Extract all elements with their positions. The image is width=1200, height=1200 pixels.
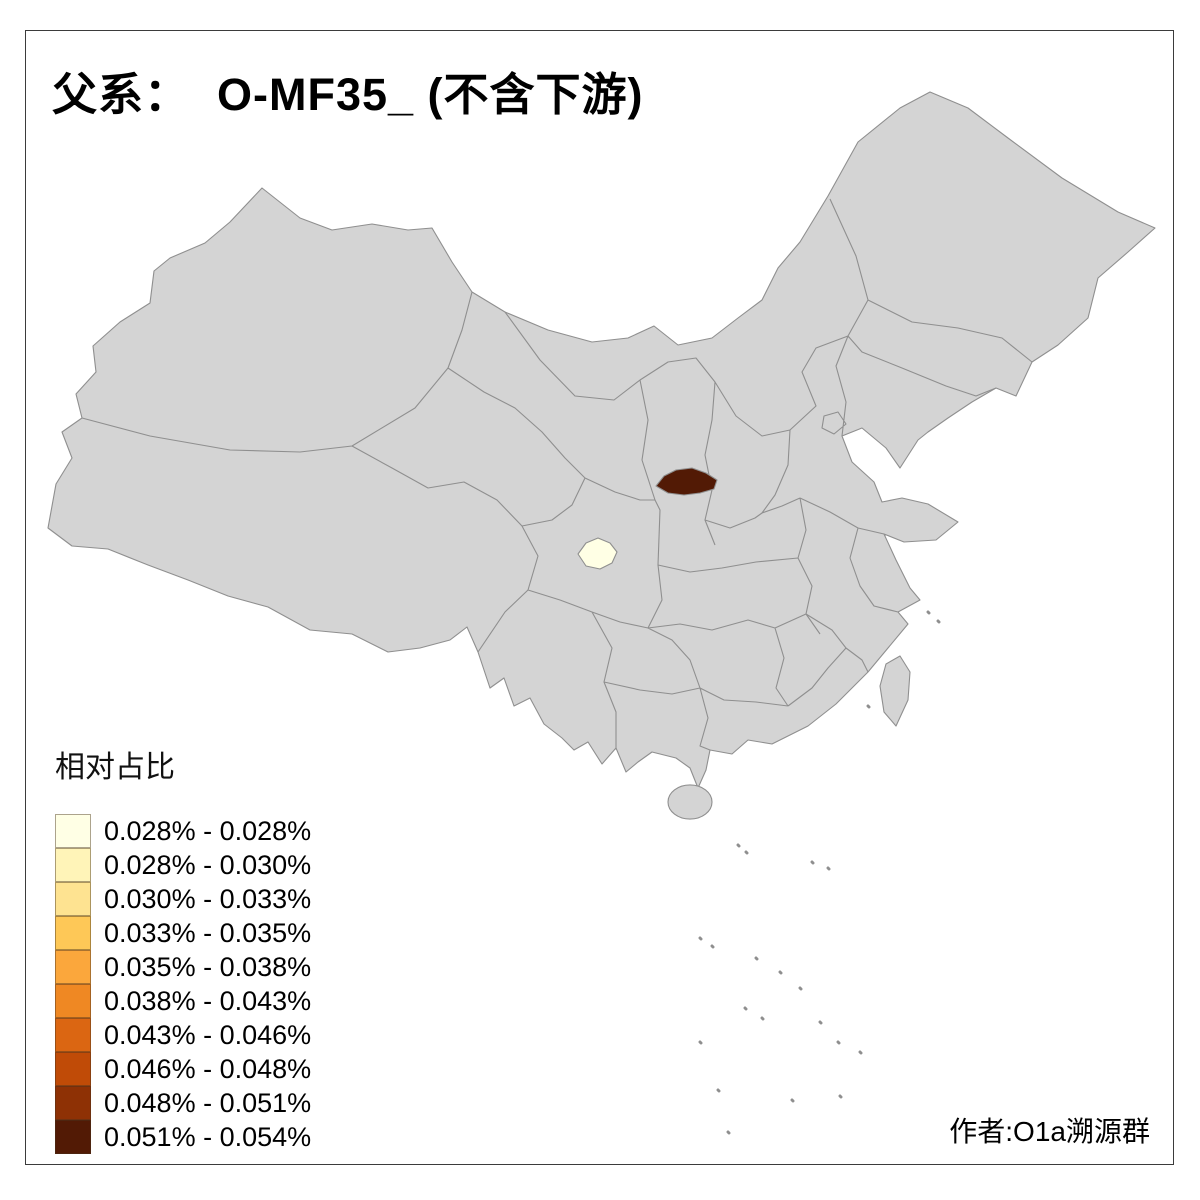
legend-label: 0.038% - 0.043% — [104, 985, 312, 1016]
legend: 相对占比 0.028% - 0.028% 0.028% - 0.030% 0.0… — [55, 742, 311, 1154]
legend-label: 0.048% - 0.051% — [104, 1087, 312, 1118]
legend-row: 0.051% - 0.054% — [55, 1120, 311, 1154]
legend-row: 0.046% - 0.048% — [55, 1052, 311, 1086]
legend-swatch — [55, 882, 91, 916]
legend-swatch — [55, 1018, 91, 1052]
taiwan-island — [879, 655, 911, 727]
legend-row: 0.030% - 0.033% — [55, 882, 311, 916]
legend-row: 0.033% - 0.035% — [55, 916, 311, 950]
author-credit: 作者:O1a溯源群 — [949, 1116, 1150, 1147]
legend-label: 0.046% - 0.048% — [104, 1053, 312, 1084]
page-title: 父系： O-MF35_ (不含下游) — [52, 69, 644, 120]
legend-row: 0.028% - 0.028% — [55, 814, 311, 848]
hainan-island — [667, 784, 713, 820]
legend-swatch — [55, 950, 91, 984]
legend-row: 0.043% - 0.046% — [55, 1018, 311, 1052]
mainland-outline — [47, 91, 1156, 789]
legend-swatch — [55, 848, 91, 882]
legend-label: 0.043% - 0.046% — [104, 1019, 312, 1050]
legend-swatch — [55, 1086, 91, 1120]
legend-label: 0.028% - 0.028% — [104, 815, 312, 846]
legend-label: 0.035% - 0.038% — [104, 951, 312, 982]
legend-row: 0.035% - 0.038% — [55, 950, 311, 984]
region-lowest-share — [577, 537, 618, 570]
legend-swatch — [55, 1120, 91, 1154]
legend-row: 0.028% - 0.030% — [55, 848, 311, 882]
legend-label: 0.051% - 0.054% — [104, 1121, 312, 1152]
legend-title: 相对占比 — [55, 751, 175, 784]
province-borders — [81, 198, 1033, 751]
legend-swatch — [55, 1052, 91, 1086]
small-islands-dots — [698, 610, 941, 1135]
legend-label: 0.033% - 0.035% — [104, 917, 312, 948]
legend-swatch — [55, 916, 91, 950]
region-highest-share — [655, 467, 718, 496]
legend-label: 0.028% - 0.030% — [104, 849, 312, 880]
legend-row: 0.048% - 0.051% — [55, 1086, 311, 1120]
map-layers — [47, 91, 1156, 1135]
legend-swatch — [55, 814, 91, 848]
legend-swatch — [55, 984, 91, 1018]
legend-label: 0.030% - 0.033% — [104, 883, 312, 914]
legend-row: 0.038% - 0.043% — [55, 984, 311, 1018]
